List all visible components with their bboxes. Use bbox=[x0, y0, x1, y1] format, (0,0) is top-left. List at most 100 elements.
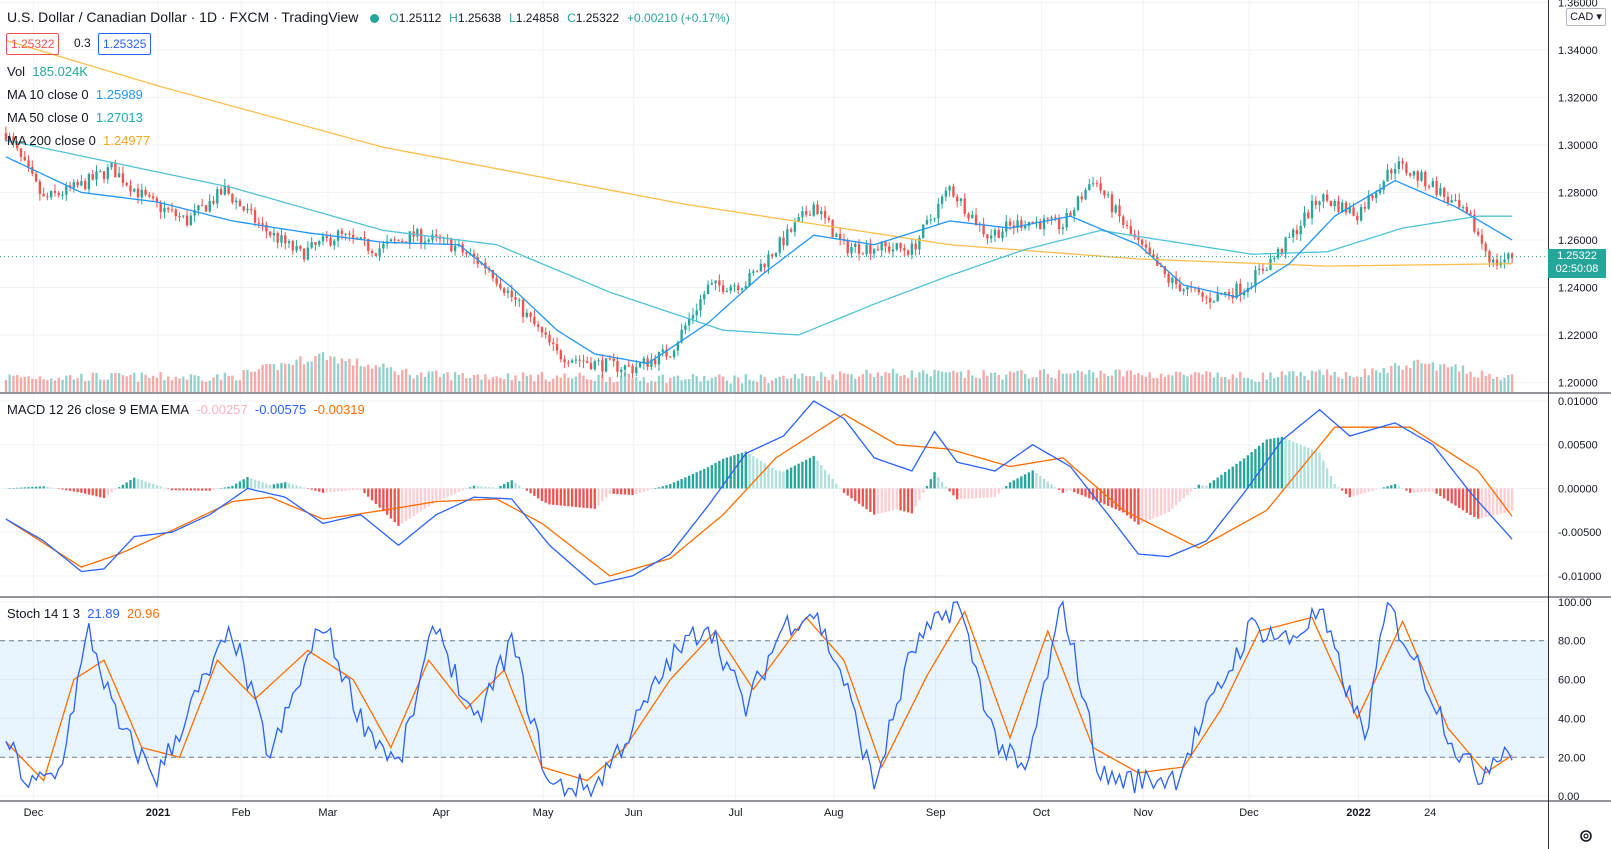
x-tick-label: 2022 bbox=[1346, 807, 1370, 819]
price-tick-label: 1.36000 bbox=[1558, 0, 1598, 9]
macd-histogram-bar bbox=[1242, 458, 1246, 489]
macd-histogram-bar bbox=[959, 488, 963, 500]
volume-bar bbox=[1065, 373, 1068, 392]
candle-body bbox=[1148, 247, 1151, 255]
macd-histogram-bar bbox=[133, 477, 136, 489]
settings-gear-icon[interactable] bbox=[1580, 830, 1592, 842]
volume-bar bbox=[1182, 374, 1185, 392]
candle-body bbox=[1254, 269, 1257, 287]
candle-body bbox=[174, 209, 177, 217]
candle-body bbox=[789, 229, 793, 232]
volume-bar bbox=[899, 376, 902, 392]
sell-price-button[interactable]: 1.25322 bbox=[6, 33, 60, 55]
volume-bar bbox=[918, 372, 921, 392]
volume-bar bbox=[838, 371, 842, 392]
volume-bar bbox=[1329, 375, 1333, 392]
x-tick-label: Dec bbox=[1239, 807, 1259, 819]
candle-body bbox=[46, 196, 49, 198]
ma10-legend[interactable]: MA 10 close 0 1.25989 bbox=[7, 87, 143, 102]
volume-bar bbox=[1291, 371, 1295, 392]
macd-histogram-bar bbox=[597, 488, 600, 506]
macd-legend[interactable]: MACD 12 26 close 9 EMA EMA -0.00257 -0.0… bbox=[7, 402, 365, 417]
volume-bar bbox=[691, 373, 695, 392]
ma200-legend[interactable]: MA 200 close 0 1.24977 bbox=[7, 133, 151, 148]
macd-histogram-bar bbox=[19, 487, 23, 489]
candle-body bbox=[1386, 169, 1389, 182]
buy-price-button[interactable]: 1.25325 bbox=[98, 33, 152, 55]
macd-histogram-bar bbox=[1023, 474, 1027, 489]
candle-body bbox=[34, 173, 38, 182]
volume-bar bbox=[1280, 371, 1284, 392]
macd-histogram-bar bbox=[623, 488, 627, 495]
macd-histogram-bar bbox=[201, 488, 204, 491]
macd-histogram-bar bbox=[465, 488, 468, 489]
volume-bar bbox=[744, 374, 747, 392]
macd-histogram-bar bbox=[1276, 437, 1280, 489]
candle-body bbox=[521, 299, 525, 317]
macd-histogram-bar bbox=[1205, 485, 1208, 489]
volume-bar bbox=[57, 377, 60, 392]
volume-bar bbox=[1341, 378, 1344, 392]
ma50-legend[interactable]: MA 50 close 0 1.27013 bbox=[7, 110, 143, 125]
candle-body bbox=[876, 249, 880, 251]
volume-value: 185.024K bbox=[32, 64, 88, 79]
volume-bar bbox=[280, 362, 283, 392]
macd-histogram-bar bbox=[872, 488, 876, 515]
stoch-tick-label: 80.00 bbox=[1558, 636, 1586, 648]
volume-bar bbox=[1061, 373, 1065, 392]
stoch-legend[interactable]: Stoch 14 1 3 21.89 20.96 bbox=[7, 606, 160, 621]
volume-bar bbox=[737, 377, 740, 392]
candle-body bbox=[503, 288, 506, 293]
macd-histogram-bar bbox=[1344, 488, 1348, 494]
volume-bar bbox=[1476, 377, 1480, 392]
macd-histogram-bar bbox=[1492, 488, 1495, 516]
macd-histogram-bar bbox=[1065, 488, 1068, 492]
macd-histogram-bar bbox=[442, 488, 445, 499]
macd-histogram-bar bbox=[842, 488, 846, 493]
volume-bar bbox=[363, 366, 366, 392]
volume-bar bbox=[427, 371, 430, 392]
candle-body bbox=[352, 234, 355, 238]
macd-histogram-bar bbox=[948, 488, 951, 492]
candle-body bbox=[963, 198, 966, 214]
volume-bar bbox=[529, 374, 532, 392]
volume-bar bbox=[389, 367, 393, 392]
candle-body bbox=[510, 290, 513, 298]
candle-body bbox=[1216, 293, 1219, 302]
volume-bar bbox=[268, 364, 272, 392]
macd-histogram-bar bbox=[1171, 488, 1174, 509]
candle-body bbox=[680, 329, 683, 343]
candle-body bbox=[578, 359, 581, 361]
macd-histogram-bar bbox=[767, 465, 770, 489]
candle-body bbox=[1076, 196, 1080, 210]
candle-body bbox=[333, 240, 336, 246]
macd-histogram-bar bbox=[389, 488, 393, 519]
volume-bar bbox=[1171, 375, 1174, 392]
macd-histogram-bar bbox=[446, 488, 449, 497]
volume-legend[interactable]: Vol 185.024K bbox=[7, 64, 88, 79]
volume-bar bbox=[1454, 364, 1457, 392]
macd-histogram-bar bbox=[578, 488, 581, 508]
macd-histogram-bar bbox=[427, 488, 430, 507]
volume-bar bbox=[302, 364, 306, 392]
candle-body bbox=[280, 235, 283, 243]
candle-body bbox=[703, 294, 706, 300]
candle-body bbox=[672, 350, 676, 357]
volume-bar bbox=[348, 358, 351, 392]
candle-body bbox=[872, 249, 876, 254]
candle-body bbox=[87, 174, 91, 190]
candle-body bbox=[956, 196, 959, 202]
volume-bar bbox=[714, 376, 717, 392]
candle-body bbox=[453, 245, 457, 252]
macd-histogram-bar bbox=[1412, 488, 1416, 493]
volume-bar bbox=[1220, 376, 1223, 392]
macd-histogram-bar bbox=[1348, 488, 1351, 498]
volume-bar bbox=[767, 383, 770, 392]
macd-histogram-bar bbox=[805, 459, 808, 489]
volume-bar bbox=[778, 376, 781, 392]
volume-bar bbox=[1348, 375, 1351, 392]
macd-histogram-bar bbox=[272, 484, 276, 489]
macd-histogram-bar bbox=[903, 488, 906, 512]
currency-selector[interactable]: CAD ▾ bbox=[1566, 8, 1606, 26]
